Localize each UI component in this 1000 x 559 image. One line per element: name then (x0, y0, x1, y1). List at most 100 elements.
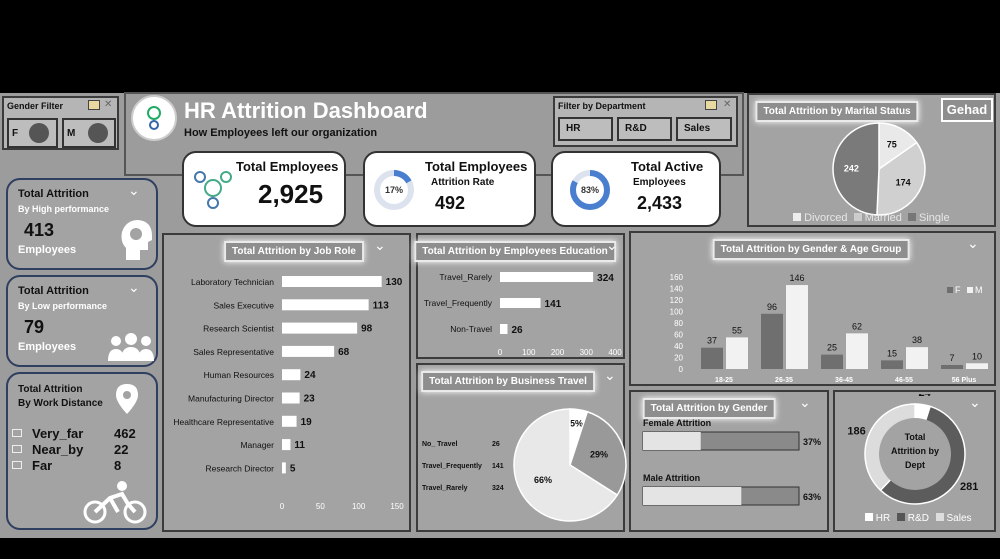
education-tick-label: Non-Travel (450, 324, 492, 334)
location-pin-icon (116, 384, 138, 414)
chevron-down-icon[interactable]: ⌄ (606, 237, 618, 253)
chevron-down-icon[interactable]: ⌄ (799, 394, 811, 410)
legend-divorced: Divorced (804, 212, 848, 224)
marital-slice (876, 141, 926, 216)
education-title: Total Attrition by Employees Education (414, 241, 616, 262)
job-role-data-label: 98 (361, 324, 373, 335)
active-employees-ring: 83% (570, 170, 610, 210)
travel-legend: No_ Travel 26 Travel_Frequently 141 Trav… (422, 441, 512, 507)
gender-age-y-tick: 20 (674, 354, 683, 363)
legend-row: Travel_Frequently 141 (422, 463, 512, 485)
legend-label: Travel_Rarely (422, 485, 468, 492)
gender-age-data-label: 55 (732, 325, 742, 335)
business-travel-slice (513, 408, 619, 522)
gender-title: Total Attrition by Gender (642, 398, 776, 419)
job-role-data-label: 130 (386, 277, 403, 288)
gender-age-bar (846, 333, 868, 369)
gender-age-y-tick: 100 (670, 308, 684, 317)
kpi-active-label: Total Active (631, 159, 704, 174)
job-role-x-tick: 150 (390, 502, 404, 511)
gender-option-m[interactable]: M (62, 118, 116, 148)
gender-age-bar (941, 364, 963, 369)
job-role-tick-label: Research Scientist (203, 324, 275, 334)
legend-married-swatch (853, 213, 862, 221)
gender-age-bar-chart: 0 20 40 60 80 100 120 140 160 37 55 18-25 96 146 26-35… (670, 273, 988, 384)
distance-subtitle: By Work Distance (18, 398, 103, 409)
chevron-down-icon[interactable]: ⌄ (128, 182, 140, 198)
clear-filter-icon[interactable]: ✕ (104, 99, 113, 110)
gender-age-bar (701, 347, 723, 369)
job-role-x-tick: 100 (352, 502, 366, 511)
kpi-total-employees-card: Total Employees 2,925 (182, 151, 346, 227)
legend-label: No_ Travel (422, 441, 458, 448)
marital-slice (832, 122, 880, 216)
distance-row: Far 8 (12, 458, 152, 474)
job-role-bar-chart: Laboratory Technician 130 Sales Executive 1… (173, 276, 404, 511)
job-role-bar (282, 392, 300, 404)
gender-panel: Total Attrition by Gender ⌄ Female Attri… (629, 390, 829, 532)
gender-age-y-tick: 0 (679, 365, 684, 374)
page-title: HR Attrition Dashboard (184, 98, 428, 123)
legend-value: 324 (492, 485, 504, 492)
education-x-tick: 400 (608, 348, 622, 357)
job-role-tick-label: Sales Executive (214, 300, 275, 310)
kpi-attrition-sublabel: Attrition Rate (431, 177, 495, 188)
multi-select-icon[interactable] (88, 100, 100, 110)
gender-age-data-label: 25 (827, 343, 837, 353)
legend-row: No_ Travel 26 (422, 441, 512, 463)
gender-category-label: Male Attrition (643, 473, 700, 483)
job-role-tick-label: Healthcare Representative (173, 417, 274, 427)
education-bar (500, 272, 594, 282)
gender-age-x-tick: 26-35 (775, 377, 793, 384)
chevron-down-icon[interactable]: ⌄ (967, 235, 979, 251)
distance-value: 462 (114, 426, 136, 441)
department-option-rd[interactable]: R&D (617, 117, 672, 141)
legend-rd-swatch (897, 513, 906, 521)
education-data-label: 26 (511, 325, 523, 336)
business-travel-slice-label: 5% (570, 419, 583, 429)
job-role-title: Total Attrition by Job Role (224, 241, 364, 262)
gender-percent-label: 37% (803, 437, 821, 447)
department-option-sales[interactable]: Sales (676, 117, 732, 141)
gender-age-legend-swatch (947, 287, 953, 293)
legend-rd: R&D (907, 513, 929, 524)
job-role-bar (282, 276, 382, 287)
chevron-down-icon[interactable]: ⌄ (604, 367, 616, 383)
kpi-total-employees-value: 2,925 (258, 179, 324, 209)
attrition-rate-ring: 17% (374, 170, 414, 210)
business-travel-panel: Total Attrition by Business Travel ⌄ No_… (416, 363, 627, 532)
education-x-tick: 300 (580, 348, 594, 357)
multi-select-icon[interactable] (705, 100, 717, 110)
job-role-data-label: 11 (294, 440, 305, 451)
chevron-down-icon[interactable]: ⌄ (374, 237, 386, 253)
dept-data-label: 24 (919, 394, 932, 399)
list-bullet-icon (12, 445, 22, 453)
active-percent: 83% (581, 185, 599, 195)
legend-single: Single (919, 212, 950, 224)
dept-center-label: Total Attrition by Dept (891, 432, 939, 470)
attrition-rate-percent: 17% (385, 185, 403, 195)
business-travel-pie-chart: 5% 29% 66% (513, 408, 627, 522)
marital-status-panel: Total Attrition by Marital Status Gehad … (747, 93, 996, 227)
legend-hr-swatch (865, 513, 873, 521)
education-tick-label: Travel_Rarely (439, 272, 492, 282)
job-role-tick-label: Human Resources (204, 370, 274, 380)
marital-slice-label: 75 (887, 140, 897, 150)
kpi-total-employees-label: Total Employees (236, 159, 339, 174)
chevron-down-icon[interactable]: ⌄ (969, 394, 981, 410)
job-role-bar (282, 322, 358, 334)
kpi-active-sublabel: Employees (633, 177, 686, 188)
chevron-down-icon[interactable]: ⌄ (128, 279, 140, 295)
low-perf-subtitle: By Low performance (18, 301, 108, 311)
job-role-tick-label: Manufacturing Director (188, 394, 274, 404)
job-role-bar (282, 345, 335, 357)
clear-filter-icon[interactable]: ✕ (723, 99, 732, 110)
cyclist-icon (83, 481, 147, 524)
kpi-active-value: 2,433 (637, 193, 683, 213)
gender-option-f[interactable]: F (7, 118, 58, 148)
gender-age-y-tick: 80 (674, 319, 683, 328)
marital-slice-label: 174 (896, 177, 911, 187)
page-subtitle: How Employees left our organization (184, 127, 378, 139)
department-option-hr[interactable]: HR (558, 117, 613, 141)
gender-age-bar (821, 354, 843, 369)
